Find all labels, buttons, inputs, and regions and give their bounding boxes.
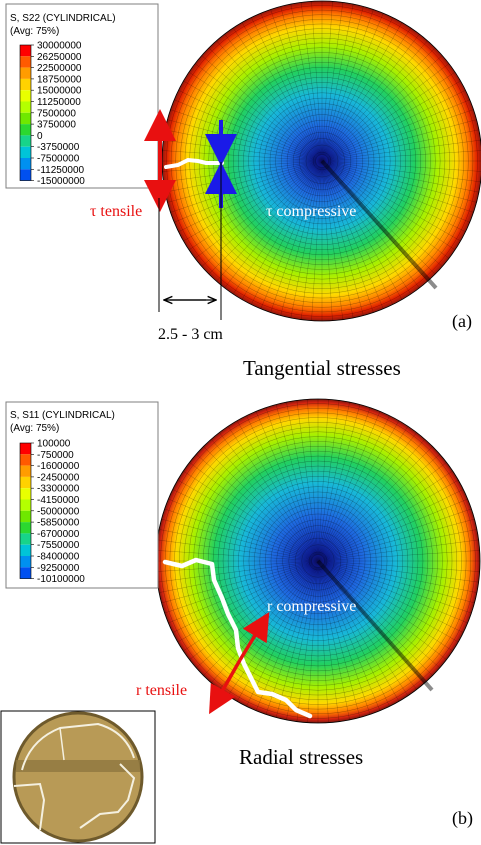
legend-value: -9250000 (37, 563, 80, 574)
legend-value: 22500000 (37, 63, 82, 74)
legend-swatch (20, 101, 31, 113)
legend-a: S, S22 (CYLINDRICAL) (Avg: 75%) 30000000… (5, 3, 159, 189)
panel-b-tag: (b) (452, 808, 473, 829)
legend-value: -6700000 (37, 529, 80, 540)
legend-value: 3750000 (37, 120, 76, 131)
legend-value: -11250000 (37, 165, 85, 176)
legend-swatch (20, 146, 31, 158)
r-tensile-arrow (209, 659, 242, 715)
legend-value: -10100000 (37, 574, 85, 585)
legend-value: 30000000 (37, 41, 82, 52)
legend-value: -5000000 (37, 506, 80, 517)
legend-swatch (20, 169, 31, 181)
legend-swatch (20, 56, 31, 68)
legend-swatch (20, 522, 31, 534)
legend-swatch (20, 533, 31, 545)
tau-compressive-label: τ compressive (266, 203, 356, 220)
legend-value: 11250000 (37, 97, 81, 108)
legend-swatch (20, 476, 31, 489)
legend-value: -2450000 (37, 472, 80, 483)
legend-swatch (20, 488, 31, 500)
r-compressive-label: r compressive (267, 598, 356, 615)
legend-value: 18750000 (37, 74, 82, 85)
legend-value: -3750000 (37, 142, 80, 153)
legend-value: -1600000 (37, 461, 80, 472)
legend-value: 15000000 (37, 86, 82, 97)
legend-value: -8400000 (37, 552, 80, 563)
dimension-label: 2.5 - 3 cm (158, 326, 223, 343)
legend-value: 0 (37, 131, 43, 142)
legend-value: -7550000 (37, 540, 80, 551)
legend-a-title: S, S22 (CYLINDRICAL) (10, 13, 116, 24)
legend-value: -15000000 (37, 176, 85, 187)
legend-a-subtitle: (Avg: 75%) (10, 26, 59, 37)
legend-swatch (20, 112, 31, 125)
r-tensile-label: r tensile (136, 682, 187, 699)
tau-tensile-label: τ tensile (90, 203, 142, 220)
panel-b-caption: Radial stresses (239, 745, 363, 769)
legend-swatch (20, 90, 31, 102)
legend-swatch (20, 544, 31, 556)
legend-swatch (20, 443, 31, 455)
legend-swatch (20, 567, 31, 579)
legend-swatch (20, 124, 31, 136)
legend-b-subtitle: (Avg: 75%) (10, 423, 59, 434)
legend-b-title: S, S11 (CYLINDRICAL) (10, 410, 115, 421)
legend-value: -3300000 (37, 484, 80, 495)
legend-value: -4150000 (37, 495, 80, 506)
legend-value: -750000 (37, 450, 74, 461)
panel-a-tag: (a) (452, 311, 472, 332)
legend-swatch (20, 78, 31, 91)
legend-value: 7500000 (37, 108, 76, 119)
r-tensile-arrow-up (238, 612, 270, 661)
legend-swatch (20, 499, 31, 511)
panel-a: S, S22 (CYLINDRICAL) (Avg: 75%) 30000000… (5, 0, 481, 380)
legend-value: 100000 (37, 439, 71, 450)
legend-swatch (20, 510, 31, 523)
legend-b: S, S11 (CYLINDRICAL) (Avg: 75%) 100000-7… (5, 401, 159, 589)
panel-a-caption: Tangential stresses (243, 356, 401, 380)
legend-value: -5850000 (37, 518, 80, 529)
legend-swatch (20, 454, 31, 466)
legend-swatch (20, 158, 31, 170)
panel-b: S, S11 (CYLINDRICAL) (Avg: 75%) 100000-7… (0, 398, 481, 844)
legend-swatch (20, 135, 31, 147)
legend-swatch (20, 45, 31, 57)
legend-swatch (20, 556, 31, 568)
crack-b (162, 557, 313, 719)
cracked-specimen-photo (0, 710, 156, 844)
legend-value: 26250000 (37, 52, 82, 63)
legend-swatch (20, 67, 31, 79)
legend-swatch (20, 465, 31, 477)
legend-value: -7500000 (37, 154, 80, 165)
